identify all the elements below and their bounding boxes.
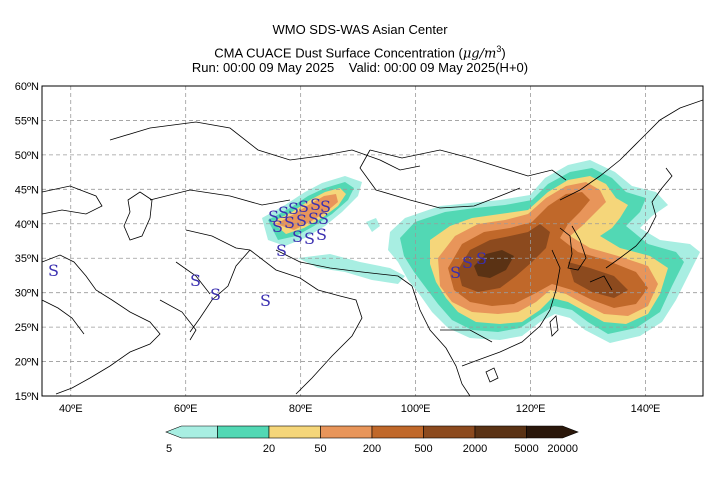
- dust-level-5-spot: [366, 218, 380, 232]
- dust-storm-markers: SSS SS S S S S SS S S S SSS S SSS S: [48, 195, 487, 310]
- longitude-labels: 40ºE 60ºE 80ºE 100ºE 120ºE 140ºE: [59, 403, 660, 415]
- dust-storm-symbol: S: [48, 261, 59, 280]
- dust-storm-symbol: S: [260, 291, 271, 310]
- lat-tick-label: 60ºN: [15, 81, 39, 93]
- gridlines: [42, 86, 703, 396]
- dust-level-200-tarim: [276, 194, 338, 230]
- lat-tick-label: 20ºN: [15, 357, 39, 369]
- latitude-labels: 60ºN 55ºN 50ºN 45ºN 40ºN 35ºN 30ºN 25ºN 20ºN 15ºN: [15, 81, 39, 403]
- colorbar-segment: [217, 425, 270, 439]
- dust-storm-symbol: S: [278, 203, 289, 222]
- title-product-text: CMA CUACE Dust Surface Concentration (: [214, 45, 463, 61]
- dust-level-2000-east: [568, 262, 628, 298]
- dust-storm-symbol: S: [462, 253, 473, 272]
- colorbar-segment: [526, 425, 579, 439]
- dust-level-5-west: [298, 254, 405, 284]
- colorbar-segment: [423, 425, 476, 439]
- dust-storm-symbol: S: [288, 199, 299, 218]
- colorbar-level-label: 20000: [547, 443, 578, 455]
- dust-storm-symbol: S: [310, 195, 321, 214]
- lat-tick-label: 40ºN: [15, 219, 39, 231]
- dust-storm-symbol: S: [316, 225, 327, 244]
- colorbar: 5 20 50 200 500 2000 5000 20000: [165, 425, 579, 455]
- title-product-close: ): [501, 45, 506, 61]
- title-unit-sup: 3: [496, 44, 502, 54]
- dust-storm-symbol: S: [272, 217, 283, 236]
- title-center: WMO SDS-WAS Asian Center: [272, 22, 448, 37]
- map-frame: [41, 85, 704, 397]
- colorbar-segment: [268, 425, 321, 439]
- dust-storm-symbol: S: [276, 241, 287, 260]
- colorbar-level-label: 20: [263, 443, 275, 455]
- lon-tick-label: 100ºE: [401, 403, 431, 415]
- dust-storm-symbol: S: [304, 229, 315, 248]
- colorbar-level-label: 500: [414, 443, 432, 455]
- colorbar-segment: [371, 425, 424, 439]
- lon-tick-label: 40ºE: [59, 403, 83, 415]
- dust-storm-symbol: S: [476, 249, 487, 268]
- valid-time: Valid: 00:00 09 May 2025(H+0): [348, 60, 529, 75]
- colorbar-level-label: 2000: [463, 443, 487, 455]
- lat-tick-label: 50ºN: [15, 150, 39, 162]
- lat-tick-label: 35ºN: [15, 253, 39, 265]
- lon-tick-label: 120ºE: [516, 403, 546, 415]
- dust-storm-symbol: S: [292, 227, 303, 246]
- lat-tick-label: 45ºN: [15, 184, 39, 196]
- colorbar-level-label: 50: [314, 443, 326, 455]
- dust-storm-symbol: S: [320, 197, 331, 216]
- colorbar-segment: [165, 425, 218, 439]
- dust-storm-symbol: S: [298, 197, 309, 216]
- map-area: SSS SS S S S S SS S S S SSS S SSS S: [42, 86, 703, 396]
- colorbar-segment: [320, 425, 373, 439]
- lon-tick-label: 80ºE: [289, 403, 313, 415]
- dust-shading: [262, 160, 700, 343]
- colorbar-level-label: 5: [166, 443, 172, 455]
- dust-storm-symbol: S: [190, 271, 201, 290]
- title-unit: μg/m: [462, 46, 497, 62]
- colorbar-segment: [474, 425, 527, 439]
- lat-tick-label: 15ºN: [15, 391, 39, 403]
- lon-tick-label: 140ºE: [631, 403, 661, 415]
- title-time: Run: 00:00 09 May 2025 Valid: 00:00 09 M…: [0, 60, 720, 76]
- run-time: Run: 00:00 09 May 2025: [191, 60, 335, 75]
- lon-tick-label: 60ºE: [174, 403, 198, 415]
- dust-storm-symbol: S: [450, 263, 461, 282]
- title-product: CMA CUACE Dust Surface Concentration (μg…: [0, 41, 720, 62]
- lat-tick-label: 30ºN: [15, 288, 39, 300]
- dust-storm-symbol: S: [318, 209, 329, 228]
- dust-level-5000: [474, 250, 514, 278]
- dust-storm-symbol: S: [296, 211, 307, 230]
- dust-storm-symbol: S: [284, 213, 295, 232]
- lat-tick-label: 55ºN: [15, 115, 39, 127]
- colorbar-level-label: 5000: [514, 443, 538, 455]
- dust-storm-symbol: S: [268, 207, 279, 226]
- lat-tick-label: 25ºN: [15, 322, 39, 334]
- country-borders: [42, 99, 703, 396]
- dust-storm-symbol: S: [308, 209, 319, 228]
- dust-storm-symbol: S: [210, 285, 221, 304]
- colorbar-level-label: 200: [363, 443, 381, 455]
